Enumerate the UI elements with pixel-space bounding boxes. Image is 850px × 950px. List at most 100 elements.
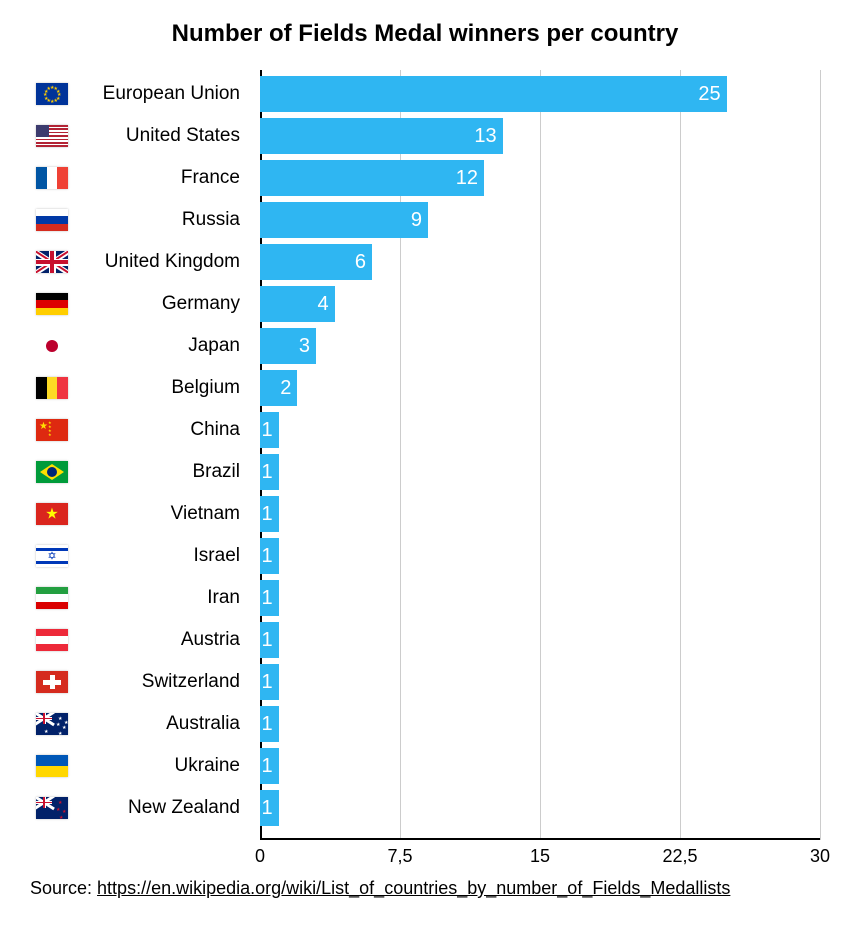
bar: 1: [260, 412, 279, 448]
flag-icon: [36, 251, 68, 273]
bar-wrap: 13: [260, 116, 503, 156]
country-label: France: [68, 167, 252, 189]
bar: 25: [260, 76, 727, 112]
bar-value-label: 4: [318, 293, 329, 316]
gridline: [820, 70, 821, 840]
country-label: Switzerland: [68, 671, 252, 693]
bar-value-label: 6: [355, 251, 366, 274]
country-label: Vietnam: [68, 503, 252, 525]
flag-icon: ✡: [36, 545, 68, 567]
bar-value-label: 25: [698, 83, 720, 106]
bar-value-label: 1: [262, 671, 273, 694]
bar-wrap: 1: [260, 536, 279, 576]
country-label: Israel: [68, 545, 252, 567]
bar: 1: [260, 622, 279, 658]
x-tick-label: 15: [530, 846, 550, 867]
bar: 9: [260, 202, 428, 238]
bar-value-label: 3: [299, 335, 310, 358]
flag-icon: [36, 755, 68, 777]
bar-wrap: 12: [260, 158, 484, 198]
bar-value-label: 1: [262, 629, 273, 652]
bar-value-label: 13: [474, 125, 496, 148]
chart-container: Number of Fields Medal winners per count…: [0, 0, 850, 909]
bar: 1: [260, 454, 279, 490]
country-label: Iran: [68, 587, 252, 609]
flag-icon: [36, 167, 68, 189]
bar: 6: [260, 244, 372, 280]
country-label: Japan: [68, 335, 252, 357]
bar: 1: [260, 748, 279, 784]
bar-value-label: 9: [411, 209, 422, 232]
flag-icon: ★★★★: [36, 797, 68, 819]
bar-wrap: 1: [260, 788, 279, 828]
chart-row: ★★★★★★★★★★★★European Union 25: [30, 74, 820, 114]
country-label: Austria: [68, 629, 252, 651]
country-label: United States: [68, 125, 252, 147]
country-label: New Zealand: [68, 797, 252, 819]
bar: 1: [260, 580, 279, 616]
bar-value-label: 1: [262, 755, 273, 778]
bar-value-label: 2: [280, 377, 291, 400]
x-tick-label: 0: [255, 846, 265, 867]
country-label: Brazil: [68, 461, 252, 483]
bar-wrap: 6: [260, 242, 372, 282]
bar-wrap: 1: [260, 452, 279, 492]
source-link[interactable]: https://en.wikipedia.org/wiki/List_of_co…: [97, 878, 730, 898]
bar: 2: [260, 370, 297, 406]
bar: 1: [260, 790, 279, 826]
country-label: United Kingdom: [68, 251, 252, 273]
bar-wrap: 1: [260, 578, 279, 618]
country-label: Russia: [68, 209, 252, 231]
chart-area: ★★★★★★★★★★★★European Union25United State…: [30, 70, 820, 870]
bar-value-label: 1: [262, 545, 273, 568]
flag-icon: [36, 377, 68, 399]
bar: 12: [260, 160, 484, 196]
flag-icon: [36, 335, 68, 357]
flag-icon: ★★★★★: [36, 419, 68, 441]
bar-value-label: 1: [262, 587, 273, 610]
bar-wrap: 1: [260, 662, 279, 702]
bar-value-label: 12: [456, 167, 478, 190]
x-tick-label: 30: [810, 846, 830, 867]
bar-value-label: 1: [262, 503, 273, 526]
flag-icon: ★: [36, 503, 68, 525]
country-label: European Union: [68, 83, 252, 105]
country-label: Belgium: [68, 377, 252, 399]
bar-value-label: 1: [262, 713, 273, 736]
bar-value-label: 1: [262, 797, 273, 820]
bar-wrap: 1: [260, 494, 279, 534]
x-tick-label: 22,5: [662, 846, 697, 867]
country-label: China: [68, 419, 252, 441]
bar: 4: [260, 286, 335, 322]
bar-value-label: 1: [262, 419, 273, 442]
bar-wrap: 1: [260, 620, 279, 660]
flag-icon: [36, 125, 68, 147]
flag-icon: [36, 293, 68, 315]
bar-wrap: 4: [260, 284, 335, 324]
bar: 1: [260, 664, 279, 700]
flag-icon: [36, 629, 68, 651]
bar-wrap: 1: [260, 704, 279, 744]
flag-icon: [36, 209, 68, 231]
bar: 1: [260, 538, 279, 574]
chart-title: Number of Fields Medal winners per count…: [30, 20, 820, 48]
flag-icon: [36, 671, 68, 693]
flag-icon: ★★★★★★★★★★★★: [36, 83, 68, 105]
bar: 3: [260, 328, 316, 364]
country-label: Germany: [68, 293, 252, 315]
bar-wrap: 1: [260, 746, 279, 786]
bar: 13: [260, 118, 503, 154]
bar: 1: [260, 496, 279, 532]
x-tick-label: 7,5: [387, 846, 412, 867]
bar-wrap: 1: [260, 410, 279, 450]
flag-icon: [36, 461, 68, 483]
bar-wrap: 3: [260, 326, 316, 366]
source-prefix: Source:: [30, 878, 97, 898]
country-label: Australia: [68, 713, 252, 735]
flag-icon: [36, 587, 68, 609]
bar-wrap: 2: [260, 368, 297, 408]
source-line: Source: https://en.wikipedia.org/wiki/Li…: [30, 878, 820, 899]
bar-value-label: 1: [262, 461, 273, 484]
flag-icon: ★★★★★★: [36, 713, 68, 735]
bar: 1: [260, 706, 279, 742]
